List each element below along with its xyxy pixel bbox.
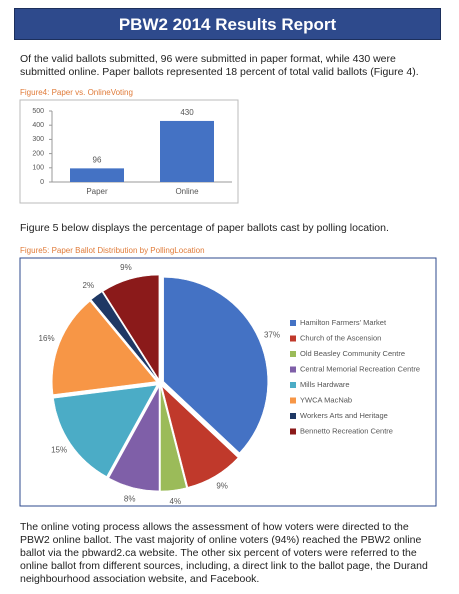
x-tick-label: Paper bbox=[86, 187, 108, 196]
legend-label: Bennetto Recreation Centre bbox=[300, 426, 393, 435]
legend-swatch bbox=[290, 366, 296, 373]
legend-swatch bbox=[290, 382, 296, 388]
figure-caption: Figure4: Paper vs. OnlineVoting bbox=[20, 88, 133, 97]
data-label: 15% bbox=[51, 446, 67, 455]
legend-label: Workers Arts and Heritage bbox=[300, 411, 388, 420]
bar-chart-frame bbox=[19, 99, 239, 204]
y-tick-label: 500 bbox=[32, 108, 44, 115]
bar bbox=[160, 120, 214, 182]
data-label: 8% bbox=[124, 494, 136, 503]
data-label: 16% bbox=[39, 334, 55, 343]
legend-swatch bbox=[290, 428, 296, 435]
pie-slice bbox=[163, 277, 268, 453]
legend-swatch bbox=[290, 335, 296, 342]
pie-slice bbox=[53, 384, 158, 477]
y-tick-label: 0 bbox=[40, 179, 44, 186]
legend-swatch bbox=[290, 413, 296, 419]
paragraph: Figure 5 below displays the percentage o… bbox=[20, 222, 389, 234]
x-tick-label: Online bbox=[175, 187, 199, 196]
report-title: PBW2 2014 Results Report bbox=[14, 8, 441, 40]
y-tick-label: 200 bbox=[32, 150, 44, 157]
data-label: 37% bbox=[264, 330, 280, 339]
data-label: 9% bbox=[216, 481, 228, 490]
data-label: 430 bbox=[180, 108, 194, 117]
legend-label: Hamilton Farmers' Market bbox=[300, 318, 387, 327]
bar bbox=[70, 168, 124, 182]
paragraph: The online voting process allows the ass… bbox=[20, 521, 428, 585]
legend-swatch bbox=[290, 397, 296, 404]
legend-swatch bbox=[290, 320, 296, 326]
data-label: 96 bbox=[93, 155, 102, 164]
data-label: 2% bbox=[83, 281, 95, 290]
pie-slice bbox=[102, 274, 160, 381]
legend-label: Church of the Ascension bbox=[300, 333, 381, 342]
legend-label: Central Memorial Recreation Centre bbox=[300, 364, 420, 373]
y-tick-label: 100 bbox=[32, 165, 44, 172]
legend-swatch bbox=[290, 351, 296, 357]
data-label: 9% bbox=[120, 263, 132, 272]
data-label: 4% bbox=[170, 497, 182, 506]
pie-slice bbox=[91, 291, 158, 380]
pie-chart-frame bbox=[19, 257, 437, 507]
pie-slice bbox=[161, 385, 239, 488]
legend-label: YWCA MacNab bbox=[300, 395, 352, 404]
paragraph: Of the valid ballots submitted, 96 were … bbox=[20, 53, 419, 78]
y-tick-label: 400 bbox=[32, 122, 44, 129]
figure-caption: Figure5: Paper Ballot Distribution by Po… bbox=[20, 246, 205, 255]
pie-slice bbox=[108, 386, 160, 492]
y-tick-label: 300 bbox=[32, 136, 44, 143]
pie-slice bbox=[160, 386, 187, 492]
pie-slice bbox=[52, 301, 157, 395]
legend-label: Old Beasley Community Centre bbox=[300, 349, 405, 358]
legend-label: Mills Hardware bbox=[300, 380, 350, 389]
